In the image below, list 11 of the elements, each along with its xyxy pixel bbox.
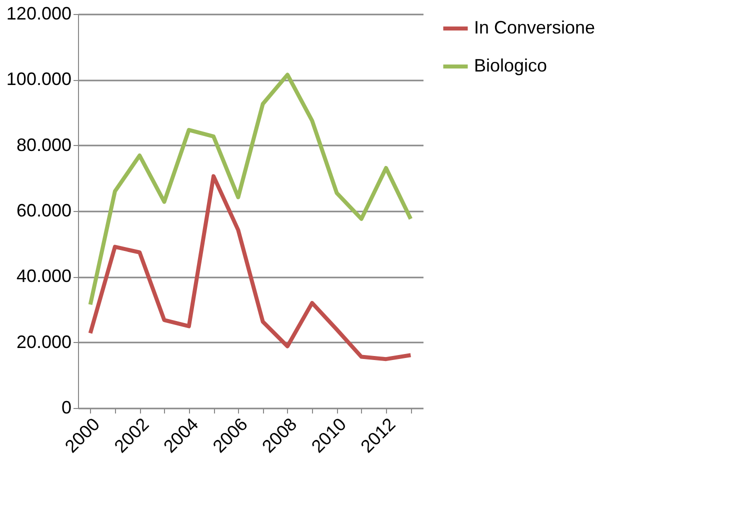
y-tick-label: 60.000 <box>16 200 72 220</box>
y-tick-label: 80.000 <box>16 134 72 155</box>
y-tick-label: 100.000 <box>6 69 72 90</box>
y-tick-label: 120.000 <box>6 4 72 24</box>
legend-label: In Conversione <box>474 18 596 38</box>
y-tick-label: 40.000 <box>16 266 72 286</box>
line-series <box>88 174 413 362</box>
y-tick-label: 0 <box>61 398 72 418</box>
legend-label: Biologico <box>474 56 548 76</box>
line-series <box>88 72 413 307</box>
y-tick-label: 20.000 <box>16 332 72 352</box>
